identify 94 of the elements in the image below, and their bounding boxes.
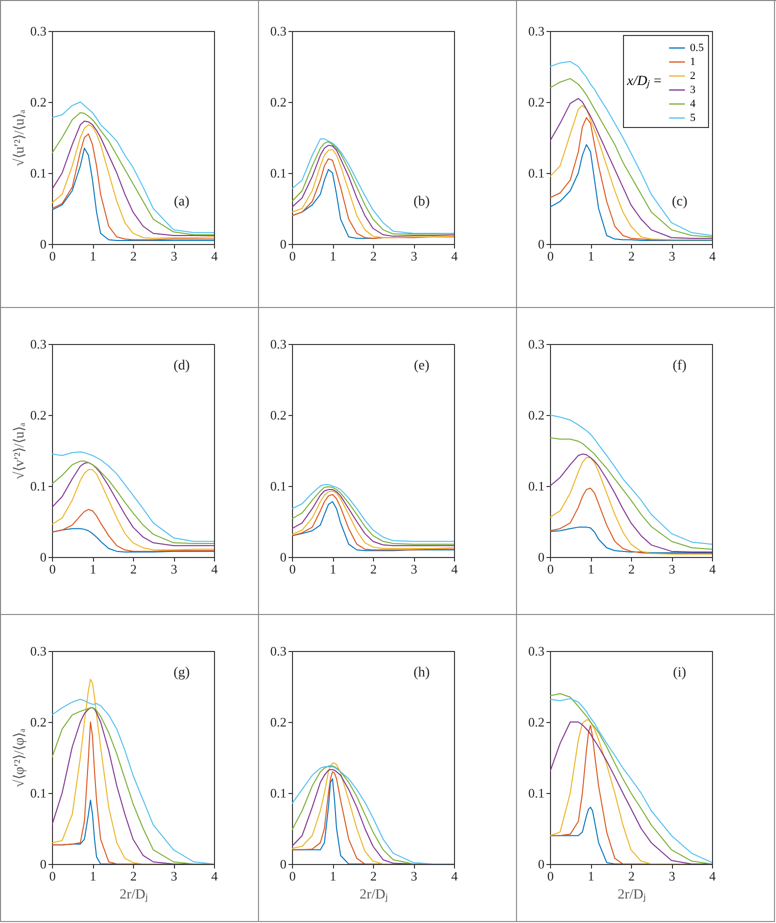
y-tick-label: 0.3 (270, 644, 286, 658)
y-tick-label: 0.3 (270, 336, 286, 352)
x-tick-label: 4 (709, 562, 716, 576)
y-tick-label: 0.2 (270, 408, 286, 422)
x-tick-label: 2 (130, 248, 137, 264)
legend-title: x/Dⱼ = (626, 74, 662, 89)
y-tick-label: 0.2 (30, 94, 46, 110)
legend-label: 5 (690, 112, 696, 124)
x-tick-label: 2 (370, 248, 377, 264)
x-tick-label: 1 (330, 868, 336, 884)
x-tick-label: 3 (170, 248, 178, 264)
annotation: (c) (672, 194, 688, 210)
y-tick-label: 0.2 (30, 408, 46, 422)
annotation: (a) (174, 194, 190, 210)
legend-label: 4 (690, 98, 696, 110)
y-tick-label: 0.2 (270, 714, 286, 730)
legend-label: 2 (690, 70, 696, 82)
y-tick-label: 0.1 (528, 166, 544, 180)
y-tick-label: 0.2 (528, 408, 544, 422)
x-tick-label: 2 (628, 868, 635, 884)
annotation: (g) (173, 665, 190, 680)
y-tick-label: 0 (280, 236, 286, 252)
x-tick-label: 1 (588, 868, 594, 884)
y-tick-label: 0 (40, 856, 46, 872)
y-tick-label: 0 (40, 550, 46, 564)
y-tick-label: 0.1 (528, 786, 544, 800)
annotation: (f) (672, 358, 687, 374)
y-tick-label: 0.1 (270, 786, 286, 800)
annotation: (e) (414, 358, 430, 374)
x-tick-label: 2 (370, 562, 377, 576)
y-tick-label: 0.3 (30, 24, 46, 38)
y-axis-title: √⟨u′²⟩/⟨u⟩ₐ (11, 110, 28, 166)
x-axis-title: 2r/Dⱼ (360, 888, 388, 902)
y-tick-label: 0.1 (30, 786, 46, 800)
legend-label: 1 (690, 56, 696, 68)
y-tick-label: 0.1 (30, 478, 46, 494)
y-tick-label: 0.3 (528, 336, 544, 352)
x-tick-label: 4 (709, 248, 716, 264)
y-tick-label: 0.3 (528, 24, 544, 38)
x-tick-label: 1 (588, 562, 594, 576)
annotation: (h) (413, 665, 430, 680)
y-tick-label: 0 (280, 856, 286, 872)
y-tick-label: 0.2 (30, 714, 46, 730)
y-tick-label: 0.3 (528, 644, 544, 658)
x-tick-label: 3 (170, 868, 178, 884)
y-axis-title: √⟨φ′²⟩/⟨φ⟩ₐ (11, 728, 28, 788)
x-tick-label: 1 (588, 248, 594, 264)
y-tick-label: 0.2 (528, 94, 544, 110)
x-tick-label: 4 (211, 248, 218, 264)
y-tick-label: 0.1 (528, 478, 544, 494)
x-tick-label: 3 (410, 868, 418, 884)
annotation: (b) (413, 194, 430, 210)
x-tick-label: 2 (370, 868, 377, 884)
x-axis-title: 2r/Dⱼ (618, 888, 646, 902)
y-tick-label: 0.3 (30, 644, 46, 658)
y-tick-label: 0.2 (528, 714, 544, 730)
x-tick-label: 1 (330, 248, 336, 264)
x-tick-label: 4 (451, 562, 458, 576)
x-tick-label: 4 (451, 868, 458, 884)
x-tick-label: 1 (330, 562, 336, 576)
y-tick-label: 0.1 (270, 478, 286, 494)
x-tick-label: 4 (211, 868, 218, 884)
y-tick-label: 0 (538, 550, 544, 564)
annotation: (d) (173, 358, 190, 374)
x-tick-label: 3 (668, 562, 676, 576)
x-tick-label: 1 (90, 248, 96, 264)
y-tick-label: 0.3 (270, 24, 286, 38)
x-tick-label: 2 (130, 868, 137, 884)
y-axis-title: √⟨v′²⟩/⟨u⟩ₐ (11, 422, 28, 480)
x-tick-label: 3 (410, 562, 418, 576)
y-tick-label: 0 (280, 550, 286, 564)
y-tick-label: 0.1 (30, 166, 46, 180)
x-tick-label: 1 (90, 562, 96, 576)
x-tick-label: 4 (709, 868, 716, 884)
x-tick-label: 3 (410, 248, 418, 264)
y-tick-label: 0.3 (30, 336, 46, 352)
x-tick-label: 2 (628, 562, 635, 576)
x-tick-label: 3 (170, 562, 178, 576)
y-tick-label: 0 (40, 236, 46, 252)
x-tick-label: 3 (668, 868, 676, 884)
legend-label: 3 (690, 84, 696, 96)
y-tick-label: 0.2 (270, 94, 286, 110)
x-tick-label: 1 (90, 868, 96, 884)
legend-label: 0.5 (690, 42, 704, 54)
x-tick-label: 4 (451, 248, 458, 264)
y-tick-label: 0 (538, 856, 544, 872)
x-axis-title: 2r/Dⱼ (120, 888, 148, 902)
x-tick-label: 2 (130, 562, 137, 576)
x-tick-label: 2 (628, 248, 635, 264)
y-tick-label: 0 (538, 236, 544, 252)
x-tick-label: 4 (211, 562, 218, 576)
annotation: (i) (672, 665, 687, 680)
x-tick-label: 3 (668, 248, 676, 264)
y-tick-label: 0.1 (270, 166, 286, 180)
